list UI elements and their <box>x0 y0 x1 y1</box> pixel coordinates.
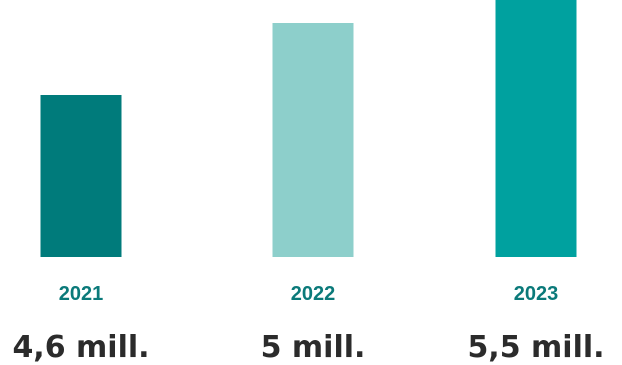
bars-group <box>40 0 577 257</box>
value-label-2021: 4,6 mill. <box>12 330 149 365</box>
year-labels-group: 2021 2022 2023 <box>59 283 559 305</box>
year-label-2022: 2022 <box>291 283 336 305</box>
value-labels-group: 4,6 mill. 5 mill. 5,5 mill. <box>12 330 604 365</box>
value-label-2022: 5 mill. <box>261 330 366 365</box>
bar-2021 <box>40 95 122 257</box>
year-label-2021: 2021 <box>59 283 104 305</box>
bar-2022 <box>272 23 354 257</box>
value-label-2023: 5,5 mill. <box>467 330 604 365</box>
bar-2023 <box>495 0 577 257</box>
year-label-2023: 2023 <box>514 283 559 305</box>
